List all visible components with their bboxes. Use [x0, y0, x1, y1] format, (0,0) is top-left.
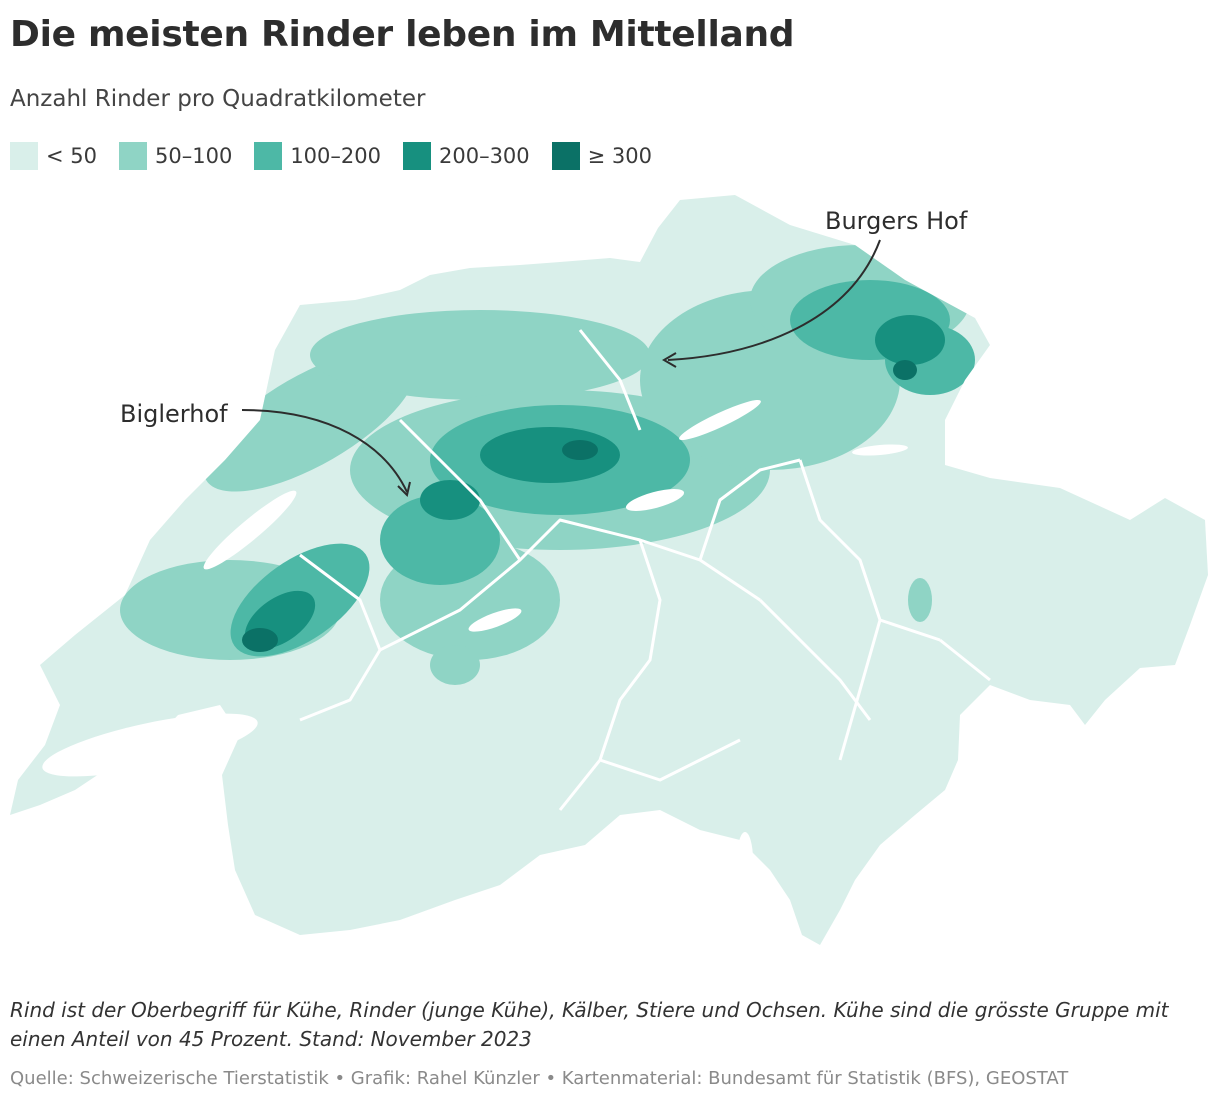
- density-regions: [120, 245, 975, 685]
- lake-zurich: [679, 399, 761, 441]
- legend-swatch: [10, 142, 38, 170]
- legend-label: < 50: [46, 144, 97, 168]
- lake-thun: [468, 608, 522, 632]
- legend-swatch: [254, 142, 283, 170]
- lake-maggiore: [737, 832, 753, 888]
- region-peak-stgallen: [893, 360, 917, 380]
- region-core-emmental: [420, 480, 480, 520]
- legend-swatch: [402, 142, 431, 170]
- legend-swatch: [551, 142, 580, 170]
- page-title: Die meisten Rinder leben im Mittelland: [10, 14, 795, 55]
- region-north-plateau: [310, 310, 650, 400]
- region-glarus: [908, 578, 932, 622]
- legend-label: 50–100: [155, 144, 233, 168]
- lake-geneva: [42, 713, 258, 777]
- legend-item-50-100: 50–100: [119, 142, 232, 170]
- page-subtitle: Anzahl Rinder pro Quadratkilometer: [10, 86, 426, 112]
- legend-label: ≥ 300: [587, 144, 653, 168]
- legend-item-lt50: < 50: [10, 142, 97, 170]
- switzerland-choropleth-map: Burgers Hof Biglerhof: [10, 195, 1208, 945]
- region-fribourg-south: [430, 645, 480, 685]
- legend-label: 200–300: [438, 144, 530, 168]
- legend-item-100-200: 100–200: [254, 142, 381, 170]
- annotation-arrow-line: [667, 239, 881, 361]
- chart-note: Rind ist der Oberbegriff für Kühe, Rinde…: [10, 998, 1169, 1051]
- lake-walen: [852, 444, 908, 456]
- annotation-burgers-hof: Burgers Hof: [662, 207, 968, 368]
- lakes: [42, 399, 908, 888]
- annotation-label: Biglerhof: [120, 400, 228, 428]
- region-peak-fribourg: [242, 628, 278, 652]
- legend-swatch: [119, 142, 147, 170]
- legend-label: 100–200: [290, 144, 381, 168]
- color-legend: < 50 50–100 100–200 200–300 ≥ 300: [10, 142, 674, 170]
- legend-item-gte300: ≥ 300: [551, 142, 653, 170]
- annotation-arrowhead: [662, 352, 677, 368]
- annotation-label: Burgers Hof: [825, 207, 968, 235]
- lake-neuchatel: [203, 490, 297, 570]
- region-emmental: [380, 495, 500, 585]
- lake-lucerne: [625, 489, 685, 511]
- region-core-east: [875, 315, 945, 365]
- annotation-arrowhead: [397, 481, 411, 497]
- canton-boundaries: [299, 329, 991, 811]
- region-core-lucerne: [480, 427, 620, 483]
- source-line: Quelle: Schweizerische Tierstatistik • G…: [10, 1068, 1069, 1089]
- region-peak-lucerne: [562, 440, 598, 460]
- annotation-arrow-line: [241, 409, 408, 493]
- legend-item-200-300: 200–300: [402, 142, 530, 170]
- annotation-biglerhof: Biglerhof: [120, 400, 411, 497]
